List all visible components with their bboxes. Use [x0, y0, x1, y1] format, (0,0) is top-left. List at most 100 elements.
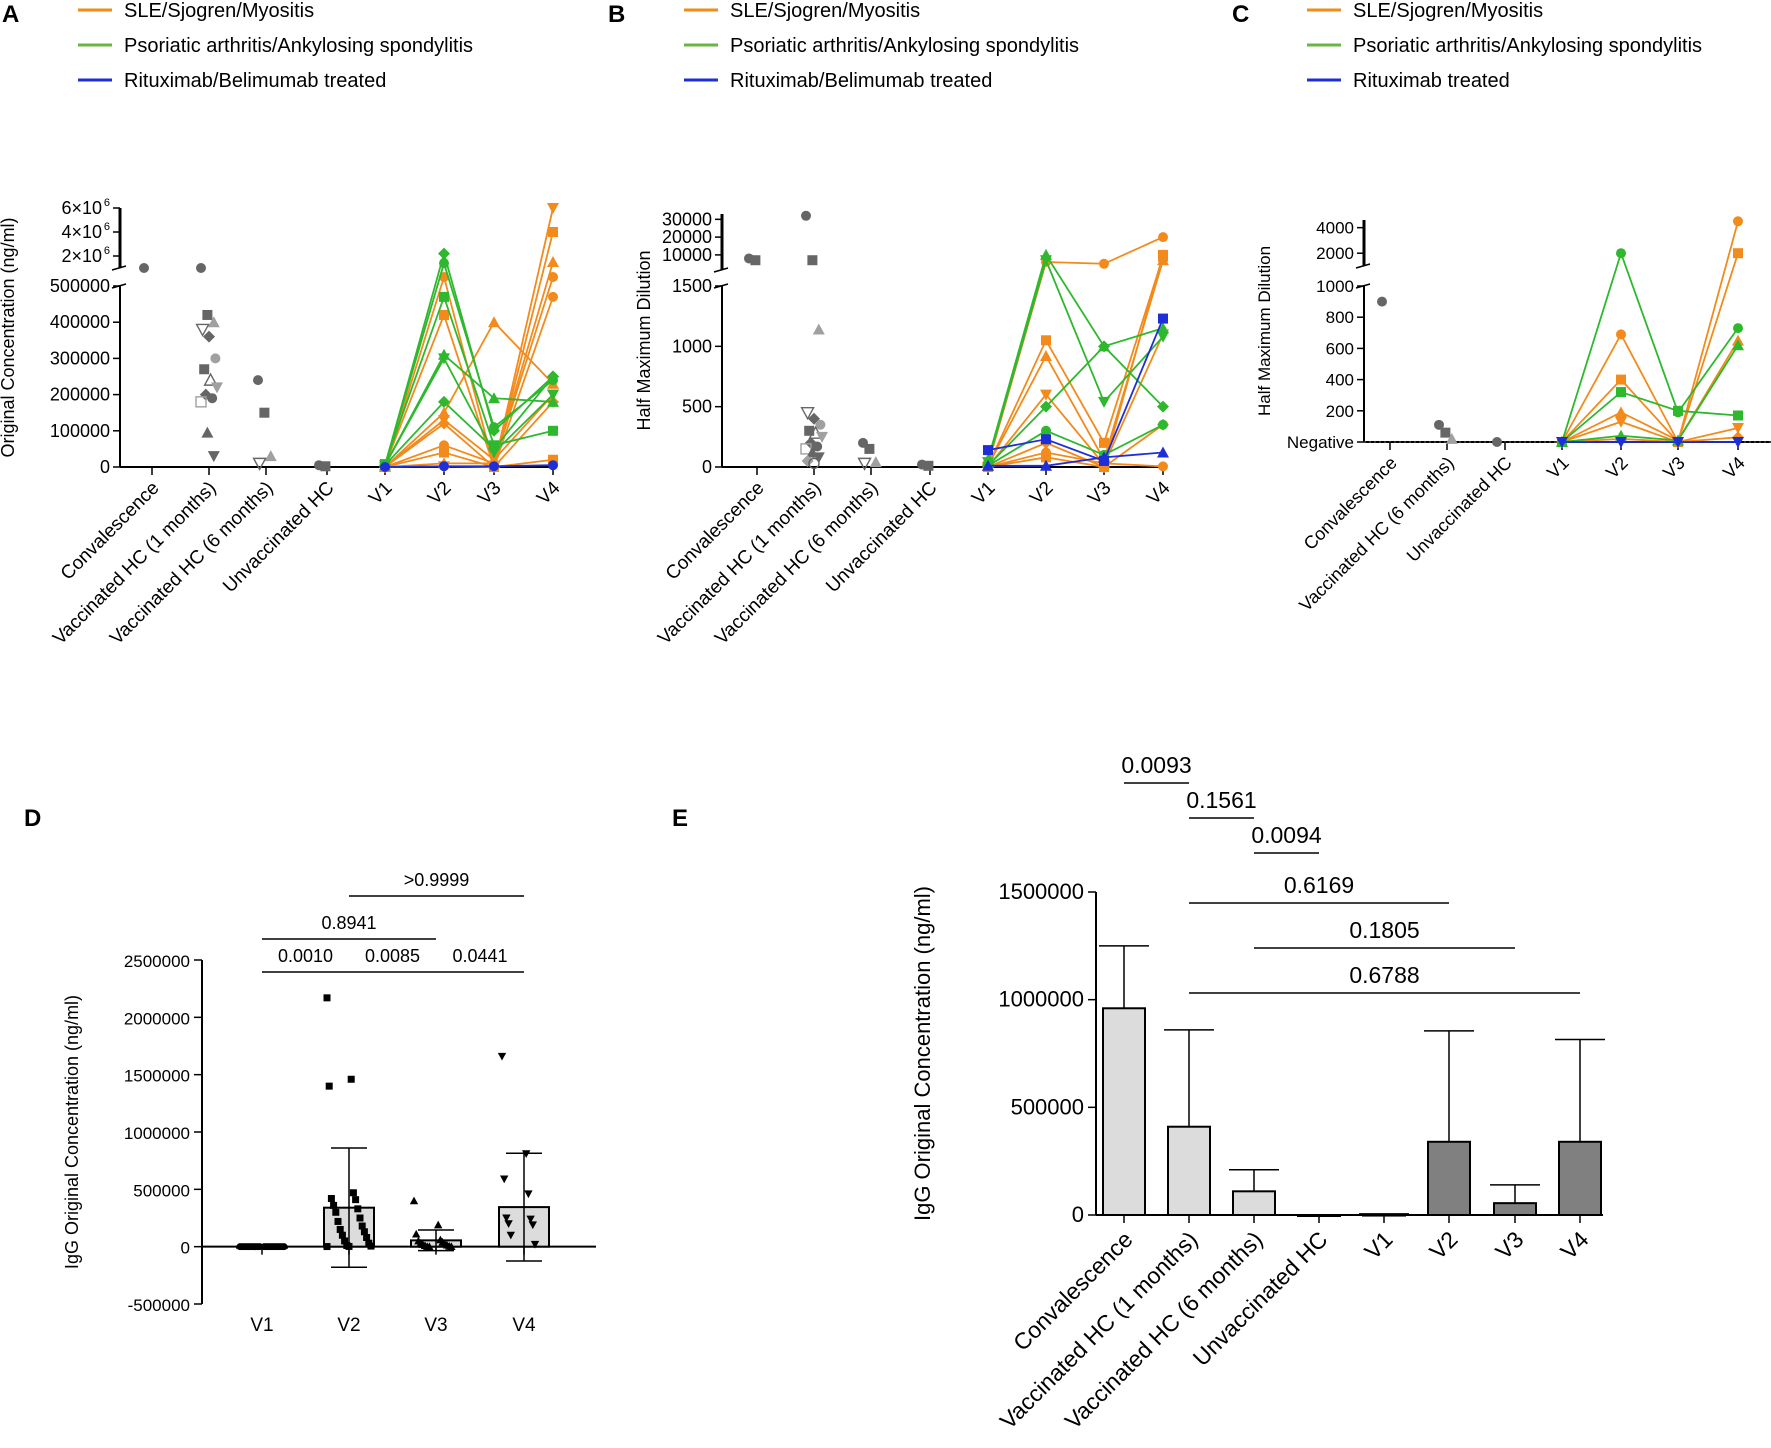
patient-point [438, 395, 450, 408]
patient-trajectory-line [987, 256, 1164, 467]
p-value-label: 0.6788 [1349, 962, 1419, 988]
p-value-label: 0.1805 [1349, 917, 1419, 943]
control-point [259, 407, 270, 418]
patient-trajectory-line [987, 318, 1164, 463]
patient-point [1673, 405, 1683, 416]
axis-break-mark [111, 265, 127, 271]
control-point [203, 330, 215, 343]
y-tick-label: 600 [1326, 339, 1354, 358]
patient-trajectory-line [1561, 340, 1739, 443]
patient-trajectory-line [384, 320, 554, 468]
x-tick-label: V3 [474, 478, 505, 509]
patient-trajectory-line [384, 375, 554, 466]
control-point [195, 396, 207, 408]
y-tick-label: 1500000 [998, 879, 1084, 904]
patient-point [548, 272, 558, 282]
patient-point [983, 445, 993, 456]
bar [1232, 1190, 1276, 1217]
data-point [526, 1215, 535, 1224]
patient-point [548, 460, 558, 471]
y-tick-exponent: 6 [104, 245, 110, 257]
y-tick-label: -500000 [128, 1296, 190, 1315]
y-tick-label: 100000 [50, 421, 110, 441]
data-point [522, 1150, 531, 1158]
panel-e: E 0 500000 1000000 1500000 IgG Original Conc… [672, 752, 1605, 1434]
patient-trajectory-line [384, 356, 554, 466]
y-axis-label: Half Maximum Dilution [1255, 246, 1274, 416]
panel-letter-d: D [24, 805, 41, 832]
patient-point [1615, 416, 1627, 428]
data-point [336, 1225, 344, 1233]
control-point [196, 263, 206, 273]
control-point [1377, 296, 1387, 307]
data-point [524, 1190, 533, 1199]
control-point [320, 461, 331, 472]
patient-point [547, 256, 559, 267]
x-tick-label: Convalescence [662, 478, 769, 585]
x-tick-label: V3 [1659, 453, 1689, 483]
patient-point [1615, 437, 1627, 448]
data-point [323, 994, 331, 1002]
patient-point [1040, 400, 1052, 413]
data-point [352, 1196, 360, 1204]
patient-point [548, 454, 558, 465]
p-value-label: 0.6169 [1284, 872, 1354, 898]
p-value-label: 0.8941 [321, 913, 376, 933]
patient-point [1615, 406, 1627, 418]
patient-point [1733, 248, 1743, 259]
x-tick-label: V3 [1084, 478, 1115, 509]
patient-point [1556, 437, 1568, 448]
data-point [345, 1242, 353, 1250]
x-tick-label: Convalescence [57, 478, 164, 585]
legend-label-1: SLE/Sjogren/Myositis [1353, 0, 1543, 22]
data-point [358, 1222, 366, 1230]
patient-point [547, 395, 559, 407]
panel-a: A SLE/Sjogren/Myositis Psoriatic arthriti… [0, 0, 565, 649]
control-point [253, 375, 263, 386]
control-point [816, 431, 828, 443]
y-tick-label: 0 [181, 1239, 190, 1258]
patient-trajectory-line [987, 424, 1164, 469]
control-point [923, 460, 934, 471]
patient-point [439, 461, 449, 472]
y-axis-label: IgG Original Concentration (ng/ml) [910, 886, 935, 1221]
control-point [207, 451, 220, 463]
x-tick-label: V2 [1026, 478, 1057, 509]
patient-point [1040, 349, 1052, 361]
patient-point [1041, 434, 1051, 445]
patient-point [489, 461, 499, 472]
data-point [363, 1233, 371, 1241]
patient-point [439, 258, 449, 269]
patient-trajectory-line [987, 333, 1164, 468]
patient-point [1733, 323, 1743, 334]
patient-point [1616, 374, 1626, 385]
p-value-label: 0.1561 [1186, 787, 1256, 813]
patient-point [1098, 451, 1110, 463]
y-tick-label: 30000 [662, 209, 712, 229]
y-tick-label: 800 [1326, 308, 1354, 327]
y-tick-label: 400 [1326, 371, 1354, 390]
control-point [812, 452, 825, 464]
control-point [808, 457, 820, 470]
y-tick-label: 1000 [1316, 277, 1354, 296]
x-tick-label: V2 [1424, 1226, 1462, 1264]
patient-point [548, 291, 558, 302]
patient-trajectory-line [1561, 391, 1739, 443]
patient-point [1158, 249, 1168, 260]
patient-point [1041, 425, 1051, 436]
control-point [812, 323, 825, 335]
control-point [815, 419, 826, 430]
control-point [807, 255, 818, 266]
x-tick-label: V4 [1719, 453, 1749, 483]
legend-label-2: Psoriatic arthritis/Ankylosing spondylit… [1353, 35, 1702, 57]
control-point [801, 210, 811, 221]
control-point [139, 263, 149, 273]
y-tick-label: 0 [702, 457, 712, 477]
y-axis-label: Original Concentration (ng/ml) [0, 217, 18, 457]
y-tick-label: 10000 [662, 245, 712, 265]
patient-point [1040, 459, 1052, 471]
patient-point [1098, 396, 1110, 408]
y-tick-label: 20000 [662, 227, 712, 247]
patient-trajectory-line [384, 261, 554, 468]
